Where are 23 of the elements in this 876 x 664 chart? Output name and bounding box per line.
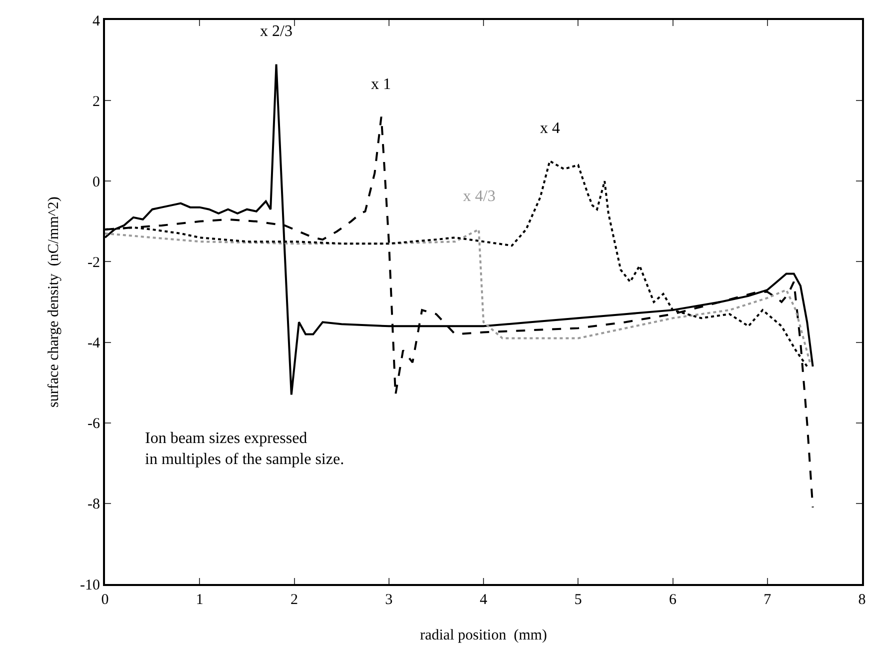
x-tick-label: 8 <box>858 592 866 608</box>
y-tick-label: 0 <box>92 174 100 190</box>
y-tick-label: -8 <box>88 496 100 513</box>
x-tick-label: 6 <box>669 592 677 608</box>
x-axis-title: radial position (mm) <box>420 628 548 644</box>
x-tick-label: 2 <box>290 592 298 608</box>
x-tick-label: 3 <box>385 592 393 608</box>
x-tick-label: 4 <box>480 592 488 608</box>
y-tick-label: -2 <box>88 254 100 271</box>
series-label: x 4/3 <box>463 188 496 205</box>
series-label: x 2/3 <box>260 23 292 40</box>
y-tick-label: -4 <box>88 336 100 352</box>
y-tick-label: 4 <box>92 13 100 30</box>
y-tick-label: -6 <box>88 416 100 432</box>
y-tick-label: -10 <box>80 577 100 594</box>
x-tick-label: 5 <box>574 592 582 608</box>
x-tick-label: 1 <box>196 592 204 608</box>
y-axis-title: surface charge density (nC/mm^2) <box>46 196 62 408</box>
annotation: Ion beam sizes expressed in multiples of the sample size. <box>145 430 344 468</box>
series-label: x 4 <box>540 120 560 137</box>
x-tick-label: 7 <box>764 592 772 608</box>
series-label: x 1 <box>371 76 391 93</box>
y-tick-label: 2 <box>92 94 100 110</box>
